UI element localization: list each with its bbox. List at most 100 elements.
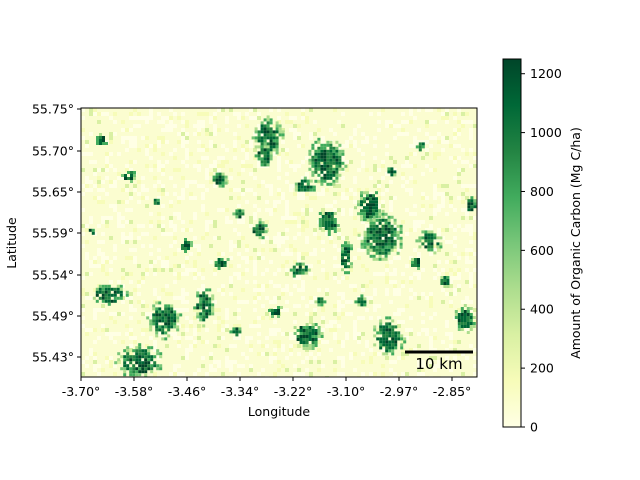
raster-cell [173,112,177,116]
raster-cell [465,280,469,284]
raster-cell [353,352,357,356]
raster-cell [385,120,389,124]
raster-cell [297,136,301,140]
raster-cell [258,151,261,154]
raster-cell [264,136,267,139]
raster-cell [437,272,441,276]
raster-cell [473,202,476,205]
raster-cell [177,132,181,136]
raster-cell [382,231,385,234]
raster-cell [161,224,165,228]
raster-cell [141,232,145,236]
raster-cell [235,215,238,218]
raster-cell [211,297,214,300]
raster-cell [377,128,381,132]
raster-cell [213,160,217,164]
raster-cell [345,336,349,340]
raster-cell [155,322,158,325]
raster-cell [261,344,265,348]
raster-cell [326,141,329,144]
raster-cell [193,272,197,276]
raster-cell [303,335,306,338]
raster-cell [388,316,391,319]
raster-cell [177,216,181,220]
raster-cell [159,364,162,367]
raster-cell [305,236,309,240]
raster-cell [133,240,137,244]
raster-cell [147,346,150,349]
raster-cell [367,243,370,246]
raster-cell [332,168,335,171]
raster-cell [253,320,257,324]
raster-cell [313,120,317,124]
raster-cell [319,212,322,215]
raster-cell [120,367,123,370]
raster-cell [145,136,149,140]
raster-cell [170,322,173,325]
raster-cell [156,364,159,367]
raster-cell [281,292,285,296]
raster-cell [382,352,385,355]
raster-cell [138,343,141,346]
raster-cell [281,252,285,256]
raster-cell [257,292,261,296]
raster-cell [391,234,394,237]
x-axis-ticks: -3.70° -3.58° -3.46° -3.34° -3.22° -3.10° -2.9… [62,377,472,399]
raster-cell [197,164,201,168]
raster-cell [317,303,320,306]
raster-cell [373,136,377,140]
raster-cell [105,297,108,300]
raster-cell [123,370,126,373]
raster-cell [290,269,293,272]
raster-cell [237,136,241,140]
raster-cell [338,168,341,171]
raster-cell [333,304,337,308]
raster-cell [237,264,241,268]
raster-cell [335,168,338,171]
raster-cell [101,180,105,184]
raster-cell [373,216,376,219]
raster-cell [465,152,469,156]
raster-cell [277,160,281,164]
raster-cell [433,264,437,268]
raster-cell [441,300,445,304]
raster-cell [149,319,152,322]
raster-cell [205,328,209,332]
raster-cell [389,196,393,200]
raster-cell [117,358,120,361]
raster-cell [93,328,97,332]
raster-cell [393,256,397,260]
raster-cell [317,192,321,196]
raster-cell [308,269,311,272]
raster-cell [156,349,159,352]
raster-cell [391,225,394,228]
raster-cell [177,116,181,120]
raster-cell [185,180,189,184]
raster-cell [93,364,97,368]
raster-cell [237,116,241,120]
raster-cell [323,153,326,156]
raster-cell [293,269,296,272]
raster-cell [113,132,117,136]
raster-cell [170,313,173,316]
raster-cell [270,118,273,121]
raster-cell [323,147,326,150]
raster-cell [372,200,375,203]
raster-cell [409,108,413,112]
raster-cell [285,248,289,252]
raster-cell [113,184,117,188]
raster-cell [205,300,208,303]
raster-cell [469,232,473,236]
raster-cell [379,252,382,255]
raster-cell [304,189,307,192]
raster-cell [388,228,391,231]
raster-cell [205,176,209,180]
raster-cell [421,312,425,316]
raster-cell [345,300,349,304]
raster-cell [89,264,93,268]
raster-cell [341,124,345,128]
raster-cell [273,145,276,148]
raster-cell [397,331,400,334]
raster-cell [262,224,265,227]
raster-cell [331,218,334,221]
